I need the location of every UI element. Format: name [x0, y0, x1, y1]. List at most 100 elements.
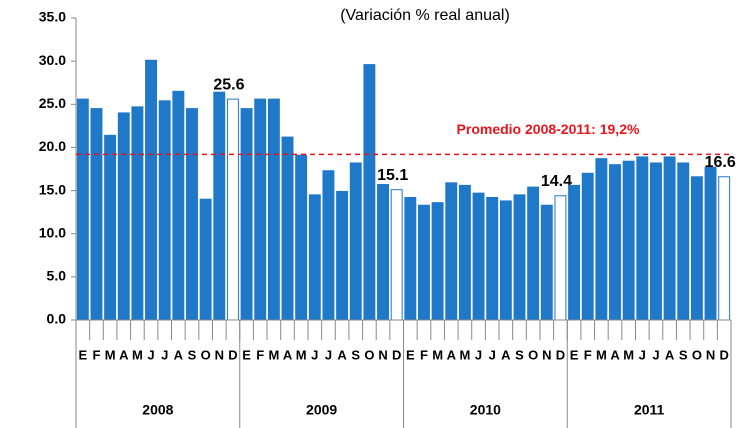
bar [418, 204, 430, 321]
bar [336, 190, 349, 321]
x-tick-label: A [447, 347, 457, 362]
bar [172, 90, 185, 321]
x-tick-label: A [337, 347, 347, 362]
x-tick-label: D [719, 347, 728, 362]
y-tick-label: 0.0 [47, 311, 67, 327]
x-tick-label: A [119, 347, 129, 362]
bar [131, 106, 144, 321]
bar [145, 59, 158, 321]
x-tick-label: M [623, 347, 634, 362]
x-tick-label: J [161, 347, 168, 362]
x-tick-label: O [528, 347, 538, 362]
x-tick-label: S [351, 347, 360, 362]
bar [281, 136, 294, 321]
y-tick-label: 35.0 [39, 9, 66, 25]
x-tick-label: M [296, 347, 307, 362]
x-tick-label: E [78, 347, 87, 362]
bar [677, 162, 690, 321]
bar [213, 91, 226, 321]
x-tick-label: M [432, 347, 443, 362]
x-tick-label: O [692, 347, 702, 362]
reference-label: Promedio 2008-2011: 19,2% [457, 121, 640, 137]
bar [718, 176, 731, 321]
y-tick-label: 25.0 [39, 95, 66, 111]
x-tick-label: M [268, 347, 279, 362]
x-tick-label: M [105, 347, 116, 362]
bar [622, 160, 635, 321]
bar [581, 172, 594, 321]
x-tick-label: F [420, 347, 428, 362]
x-tick-label: D [556, 347, 565, 362]
x-tick-label: J [652, 347, 659, 362]
x-tick-label: N [542, 347, 551, 362]
x-tick-label: E [242, 347, 251, 362]
bar [322, 170, 335, 321]
bar [308, 194, 321, 321]
x-tick-label: A [610, 347, 620, 362]
bar [377, 184, 389, 321]
y-tick-label: 20.0 [39, 138, 66, 154]
x-tick-label: A [665, 347, 675, 362]
data-label: 14.4 [541, 173, 572, 190]
bar [267, 98, 280, 321]
y-tick-label: 5.0 [47, 268, 67, 284]
x-tick-label: E [406, 347, 415, 362]
bar [704, 166, 717, 321]
y-tick-label: 30.0 [39, 52, 66, 68]
bar [295, 154, 308, 321]
x-tick-label: F [256, 347, 264, 362]
bar [609, 164, 621, 321]
x-tick-label: M [132, 347, 143, 362]
x-tick-label: J [475, 347, 482, 362]
bar [363, 64, 376, 321]
bar [240, 108, 253, 321]
x-tick-label: F [92, 347, 100, 362]
data-label: 16.6 [705, 154, 736, 171]
bar [226, 98, 239, 321]
x-tick-label: M [459, 347, 470, 362]
bar [199, 198, 212, 321]
bar [76, 98, 89, 321]
group-label: 2011 [634, 402, 665, 418]
group-label: 2009 [306, 402, 337, 418]
x-tick-label: A [283, 347, 293, 362]
bar [595, 158, 608, 321]
bar [568, 184, 581, 321]
bar [472, 192, 485, 321]
x-tick-label: J [325, 347, 332, 362]
x-tick-label: J [489, 347, 496, 362]
bar [554, 195, 567, 321]
x-tick-label: N [378, 347, 387, 362]
bar [527, 186, 540, 321]
x-tick-label: D [228, 347, 237, 362]
bar [431, 202, 444, 321]
bar [486, 196, 499, 321]
x-tick-label: N [706, 347, 715, 362]
x-tick-label: S [679, 347, 688, 362]
x-tick-label: D [392, 347, 401, 362]
bar [186, 108, 198, 321]
y-tick-label: 10.0 [39, 224, 66, 240]
bar [404, 196, 417, 321]
x-tick-label: A [501, 347, 511, 362]
x-tick-label: S [188, 347, 197, 362]
x-tick-label: S [515, 347, 524, 362]
bar [158, 100, 171, 321]
x-tick-label: J [147, 347, 154, 362]
bar [636, 156, 649, 321]
bar [690, 176, 703, 321]
x-tick-label: J [311, 347, 318, 362]
bar [458, 184, 471, 321]
x-tick-label: O [201, 347, 211, 362]
bar [349, 162, 362, 321]
x-tick-label: M [596, 347, 607, 362]
x-tick-label: A [174, 347, 184, 362]
data-label: 15.1 [377, 167, 408, 184]
bar [390, 189, 403, 321]
group-label: 2008 [142, 402, 173, 418]
chart-title: (Variación % real anual) [340, 7, 510, 24]
bar [513, 194, 526, 321]
bar [90, 108, 103, 321]
x-tick-label: F [584, 347, 592, 362]
